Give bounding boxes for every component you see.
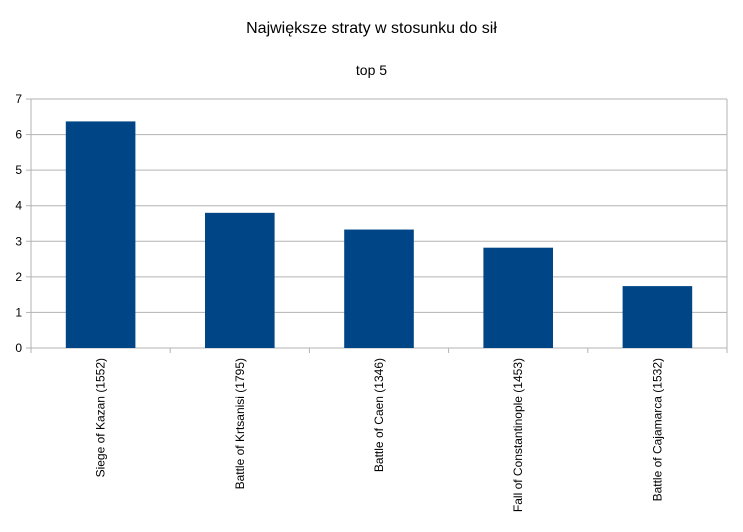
y-tick-label: 2	[15, 270, 22, 284]
bar	[483, 247, 553, 348]
x-category-label: Battle of Caen (1346)	[372, 358, 386, 472]
x-category-label: Battle of Krtsanisi (1795)	[233, 358, 247, 489]
chart-subtitle: top 5	[355, 62, 388, 78]
bar	[622, 286, 693, 348]
y-tick-label: 4	[15, 199, 22, 213]
y-tick-label: 3	[15, 234, 22, 248]
y-tick-label: 0	[15, 341, 22, 355]
x-category-label: Siege of Kazan (1552)	[94, 358, 108, 477]
y-tick-label: 6	[15, 128, 22, 142]
y-tick-label: 1	[15, 305, 22, 319]
x-category-label: Battle of Cajamarca (1532)	[650, 358, 664, 501]
y-tick-label: 5	[15, 163, 22, 177]
x-category-label: Fall of Constantinople (1453)	[511, 358, 525, 512]
bar	[344, 229, 414, 348]
bar	[65, 121, 136, 348]
bar	[205, 212, 275, 348]
chart-title: Największe straty w stosunku do sił	[246, 20, 497, 37]
y-tick-label: 7	[15, 92, 22, 106]
